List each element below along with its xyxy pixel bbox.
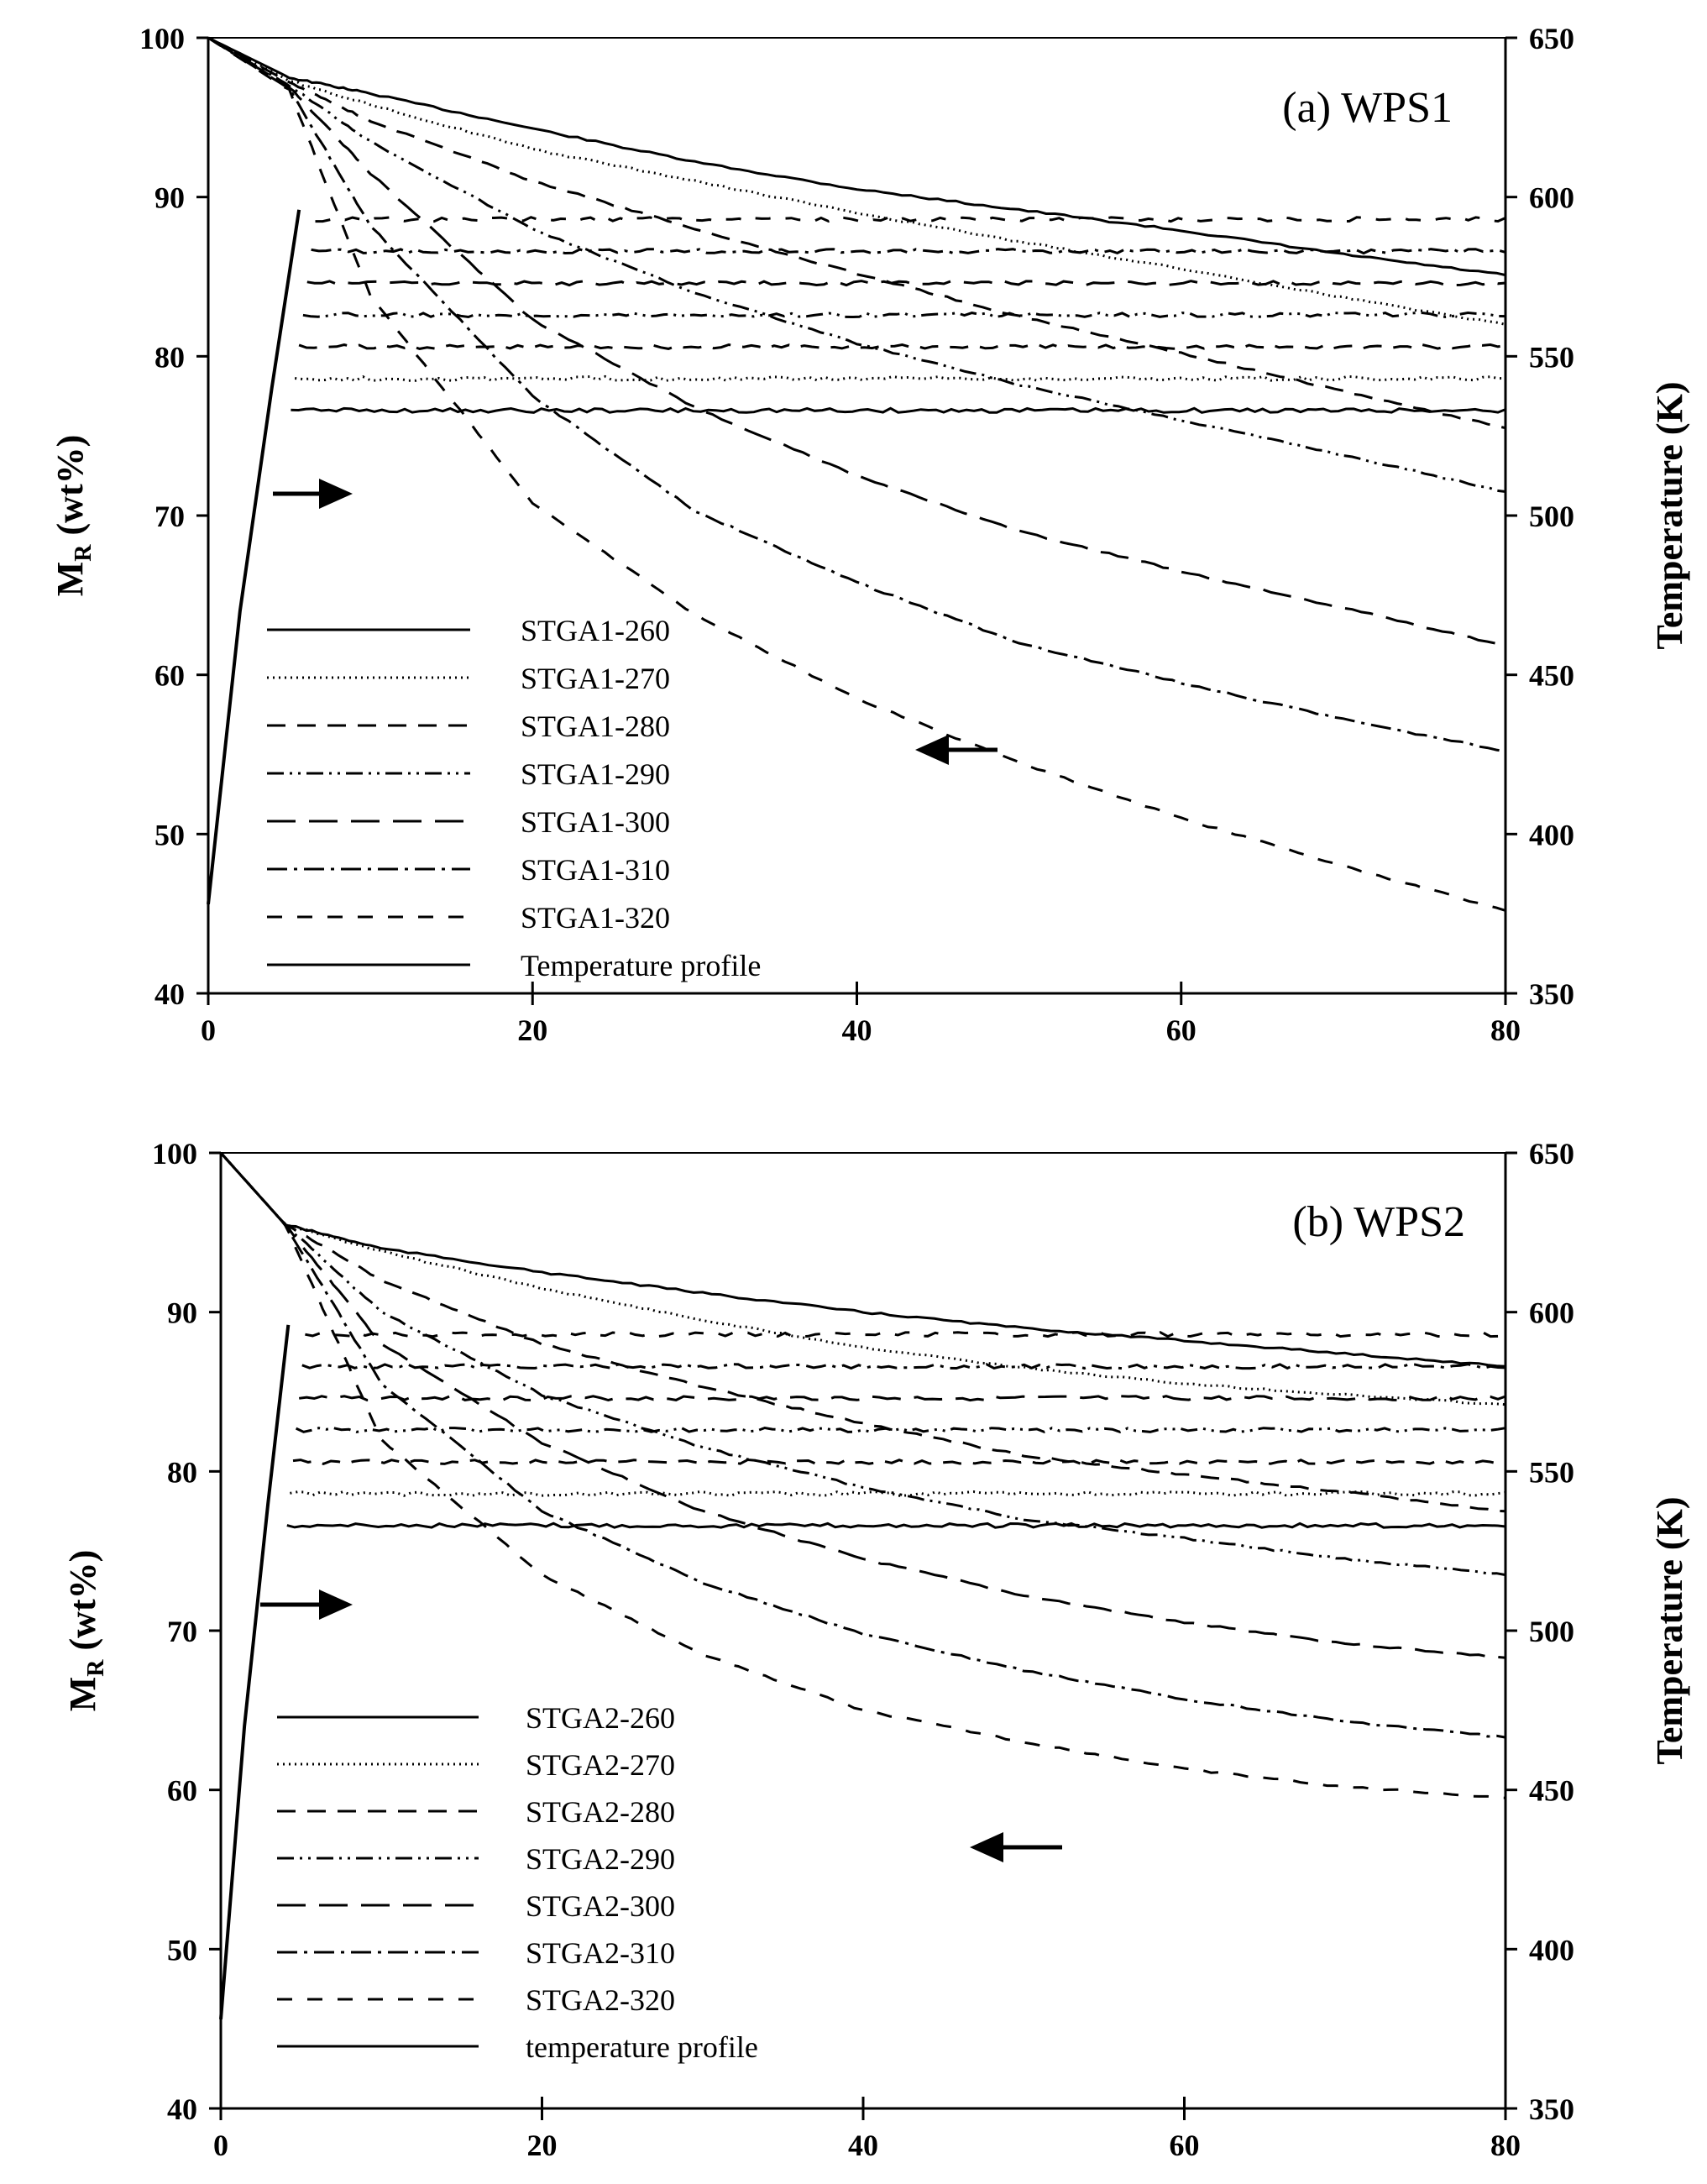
series-line-STGA1-270 <box>207 36 1506 326</box>
y-tick-label: 40 <box>154 977 185 1011</box>
arrow-left-icon <box>970 1832 1003 1862</box>
series-line-STGA2-280 <box>219 1151 1506 1513</box>
x-tick-label: 60 <box>1166 1013 1196 1047</box>
series-line-STGA1-320 <box>207 36 1506 912</box>
y-tick-label: 60 <box>154 659 185 693</box>
legend-label: STGA2-270 <box>526 1748 675 1782</box>
series-line-STGA1-310 <box>207 36 1506 753</box>
arrow-right-icon <box>319 1590 353 1620</box>
y-tick-label: 90 <box>154 181 185 215</box>
x-tick-label: 60 <box>1170 2129 1200 2162</box>
y-tick-label: 100 <box>152 1137 197 1171</box>
legend-label: Temperature profile <box>521 949 761 982</box>
x-tick-label: 80 <box>1490 1013 1521 1047</box>
y2-tick-label: 400 <box>1529 1933 1574 1967</box>
panel-a-chart: 40 50 60 70 80 90 100 350 400 450 500 550 600 650 0 20 4… <box>50 22 1690 1047</box>
x-tick-label: 40 <box>842 1013 872 1047</box>
series-line-STGA1-300 <box>207 36 1506 647</box>
y2-tick-label: 500 <box>1529 1615 1574 1648</box>
temperature-ramp <box>219 1324 291 2019</box>
y2-tick-label: 400 <box>1529 818 1574 851</box>
legend-label: STGA1-290 <box>521 757 670 791</box>
legend-label: STGA1-320 <box>521 901 670 935</box>
legend-label: STGA2-310 <box>526 1936 675 1970</box>
temperature-trace-STGA2-320 <box>305 1331 1506 1338</box>
y-tick-label: 80 <box>167 1455 197 1489</box>
y2-tick-label: 450 <box>1529 1774 1574 1808</box>
temperature-trace-STGA1-300 <box>306 280 1506 287</box>
y-tick-label: 50 <box>167 1933 197 1967</box>
legend-label: STGA2-280 <box>526 1795 675 1829</box>
y2-axis-label: Temperature (K) <box>1649 1497 1690 1765</box>
x-tick-label: 80 <box>1490 2129 1521 2162</box>
series-line-STGA2-300 <box>219 1151 1506 1659</box>
y2-tick-label: 600 <box>1529 181 1574 215</box>
x-tick-label: 0 <box>213 2129 228 2162</box>
y2-tick-label: 350 <box>1529 2092 1574 2126</box>
y2-tick-label: 550 <box>1529 1455 1574 1489</box>
temperature-trace-STGA1-320 <box>315 216 1506 223</box>
y-tick-label: 100 <box>139 22 185 55</box>
y2-axis-label: Temperature (K) <box>1649 382 1690 650</box>
legend-label: STGA1-310 <box>521 853 670 887</box>
legend-label: STGA1-270 <box>521 662 670 695</box>
temperature-trace-STGA2-280 <box>292 1458 1506 1466</box>
y2-tick-label: 550 <box>1529 340 1574 374</box>
y2-tick-label: 650 <box>1529 22 1574 55</box>
y2-tick-label: 650 <box>1529 1137 1574 1171</box>
legend-label: temperature profile <box>526 2030 758 2064</box>
series-line-STGA2-320 <box>219 1151 1506 1799</box>
series-line-STGA1-290 <box>207 36 1506 493</box>
legend-label: STGA2-260 <box>526 1701 675 1735</box>
arrow-right-icon <box>319 479 353 509</box>
y2-tick-label: 450 <box>1529 659 1574 693</box>
y-tick-label: 40 <box>167 2092 197 2126</box>
temperature-trace-STGA2-290 <box>295 1426 1506 1434</box>
legend-label: STGA2-300 <box>526 1889 675 1923</box>
temperature-trace-STGA2-310 <box>301 1363 1506 1370</box>
panel-b-chart: 40 50 60 70 80 90 100 350 400 450 500 550 600 650 0 20 4… <box>62 1137 1690 2162</box>
y-tick-label: 60 <box>167 1774 197 1808</box>
y-tick-label: 70 <box>154 500 185 533</box>
y2-tick-label: 500 <box>1529 500 1574 533</box>
arrow-left-icon <box>915 735 949 765</box>
legend-label: STGA1-260 <box>521 614 670 647</box>
y-tick-label: 50 <box>154 818 185 851</box>
temperature-trace-STGA1-310 <box>311 248 1506 255</box>
chart-title: (a) WPS1 <box>1282 84 1453 132</box>
y-axis-label: MR (wt%) <box>62 1550 109 1712</box>
temperature-ramp <box>207 209 301 905</box>
x-tick-label: 20 <box>517 1013 547 1047</box>
x-tick-label: 20 <box>527 2129 558 2162</box>
x-tick-label: 0 <box>201 1013 216 1047</box>
series-line-STGA1-260 <box>207 36 1506 277</box>
series-line-STGA1-280 <box>207 36 1506 430</box>
y-tick-label: 90 <box>167 1296 197 1330</box>
y-tick-label: 70 <box>167 1615 197 1648</box>
temperature-trace-STGA2-260 <box>286 1521 1506 1529</box>
temperature-trace-STGA1-260 <box>291 406 1506 414</box>
y2-tick-label: 600 <box>1529 1296 1574 1330</box>
series-line-STGA2-260 <box>219 1151 1506 1368</box>
temperature-trace-STGA1-290 <box>302 311 1506 319</box>
y2-tick-label: 350 <box>1529 977 1574 1011</box>
y-tick-label: 80 <box>154 340 185 374</box>
temperature-trace-STGA2-300 <box>299 1395 1506 1402</box>
legend: STGA2-260 STGA2-270 STGA2-280 STGA2-290 STGA… <box>277 1701 758 2064</box>
temperature-trace-STGA1-280 <box>298 343 1506 350</box>
legend: STGA1-260 STGA1-270 STGA1-280 STGA1-290 STGA… <box>267 614 761 982</box>
temperature-trace-STGA2-270 <box>290 1490 1506 1497</box>
legend-label: STGA1-280 <box>521 710 670 743</box>
legend-label: STGA1-300 <box>521 805 670 839</box>
series-line-STGA2-270 <box>219 1151 1506 1406</box>
legend-label: STGA2-290 <box>526 1842 675 1876</box>
chart-title: (b) WPS2 <box>1292 1198 1465 1246</box>
series-line-STGA2-310 <box>219 1151 1506 1739</box>
x-tick-label: 40 <box>848 2129 878 2162</box>
series-line-STGA2-290 <box>219 1151 1506 1577</box>
legend-label: STGA2-320 <box>526 1983 675 2017</box>
y-axis-label: MR (wt%) <box>50 435 97 597</box>
